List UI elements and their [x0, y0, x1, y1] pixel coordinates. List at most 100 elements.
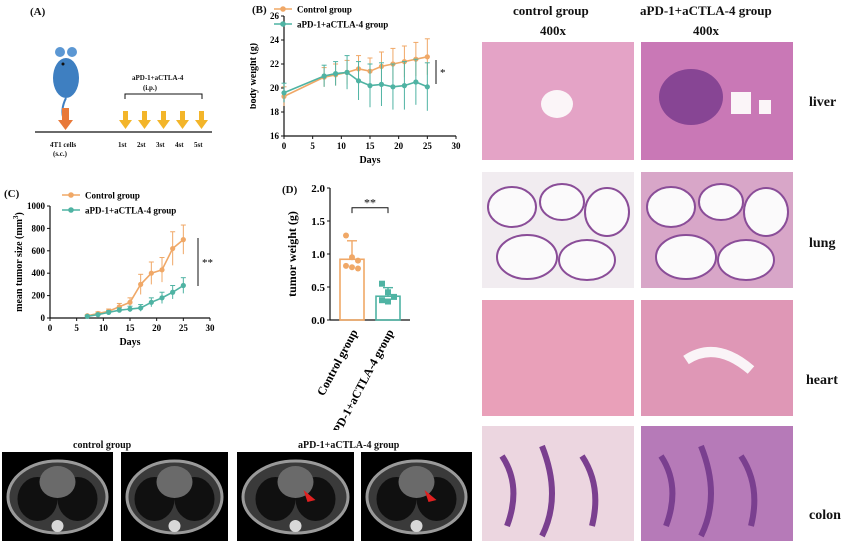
panel-b-label: (B): [252, 4, 267, 16]
histology-heart-control: [482, 300, 634, 416]
histology-liver-treat: [641, 42, 793, 160]
data-point: [106, 309, 112, 315]
cells-route-label: (s.c.): [53, 150, 67, 158]
panel-a-label: (A): [30, 6, 46, 18]
x-tick-label: 15: [366, 141, 376, 151]
lesion-arrow-icon: [303, 490, 316, 502]
histology-heart-treat: [641, 300, 793, 416]
significance-mark: *: [440, 67, 446, 79]
data-point: [367, 83, 373, 89]
x-axis-label: Days: [119, 337, 140, 348]
row-label-heart: heart: [806, 373, 838, 388]
x-tick-label: 30: [452, 141, 462, 151]
dose-4: 4st: [175, 141, 184, 149]
data-point: [281, 90, 287, 96]
significance-mark: **: [364, 195, 376, 209]
y-tick-label: 0.0: [311, 315, 325, 327]
data-point: [391, 293, 397, 300]
histology-colon-treat: [641, 426, 793, 541]
data-point: [379, 280, 385, 287]
significance-bracket: [351, 207, 389, 214]
row-label-lung: lung: [809, 236, 836, 251]
data-point: [379, 297, 385, 304]
y-tick-label: 600: [32, 246, 46, 256]
x-tick-label: 20: [152, 323, 162, 333]
data-point: [138, 281, 144, 287]
mouse-icon: [53, 47, 79, 121]
x-tick-label: 25: [423, 141, 433, 151]
x-tick-label: 15: [126, 323, 136, 333]
treatment-label: aPD-1+aCTLA-4: [132, 74, 184, 82]
y-tick-label: 800: [32, 223, 46, 233]
histology-lung-treat: [641, 172, 793, 288]
legend-label: Control group: [85, 191, 140, 201]
x-tick-label: 0: [48, 323, 53, 333]
data-point: [378, 81, 385, 87]
data-point: [349, 254, 355, 261]
y-tick-label: 1000: [27, 201, 46, 211]
ct-scan-4: [361, 452, 472, 541]
data-point: [159, 295, 165, 301]
significance-mark: **: [202, 257, 213, 269]
x-tick-label: 0: [282, 141, 287, 151]
data-point: [321, 73, 327, 79]
panel-c-label: (C): [4, 188, 20, 200]
route-label: (i.p.): [143, 84, 157, 92]
data-point: [390, 84, 396, 90]
ct-scan-3: [237, 452, 354, 541]
data-point: [344, 69, 350, 75]
data-point: [349, 264, 355, 271]
panel-d-label: (D): [282, 184, 298, 196]
x-tick-label: 30: [206, 323, 216, 333]
data-point: [127, 299, 133, 305]
data-point: [148, 270, 154, 276]
y-tick-label: 0.5: [311, 282, 325, 294]
row-label-colon: colon: [809, 508, 841, 523]
legend-label: aPD-1+aCTLA-4 group: [85, 206, 176, 216]
histo-col-title-treat: aPD-1+aCTLA-4 group: [640, 3, 772, 18]
y-tick-label: 22: [270, 59, 280, 69]
dose-3: 3st: [156, 141, 165, 149]
data-point: [180, 282, 186, 289]
x-tick-label: 20: [394, 141, 404, 151]
y-tick-label: 2.0: [311, 183, 325, 195]
x-tick-label: 10: [99, 323, 109, 333]
legend-marker: [280, 21, 286, 27]
x-axis-label: Days: [359, 155, 380, 166]
dose-5: 5st: [194, 141, 203, 149]
data-point: [343, 262, 349, 269]
data-point: [355, 78, 362, 84]
histo-mag-control: 400x: [540, 23, 566, 38]
legend-label: aPD-1+aCTLA-4 group: [297, 20, 388, 30]
data-point: [343, 232, 349, 239]
y-tick-label: 0: [41, 313, 46, 323]
y-tick-label: 400: [32, 268, 46, 278]
dose-2: 2st: [137, 141, 146, 149]
data-point: [116, 307, 122, 313]
legend-label: Control group: [297, 5, 352, 15]
y-tick-label: 1.5: [311, 216, 325, 228]
series-line-1: [87, 284, 184, 318]
data-point: [333, 71, 339, 77]
x-tick-label: 5: [310, 141, 315, 151]
y-tick-label: 26: [270, 11, 280, 21]
data-point: [95, 312, 101, 318]
data-point: [159, 267, 165, 273]
injection-arrow-orange: [58, 108, 73, 130]
data-point: [385, 289, 391, 296]
data-point: [424, 84, 430, 90]
lesion-arrow-icon: [424, 490, 437, 502]
histo-col-title-control: control group: [513, 3, 589, 18]
data-point: [138, 305, 144, 311]
dose-1: 1st: [118, 141, 127, 149]
series-line-0: [87, 238, 184, 317]
data-point: [84, 313, 90, 319]
data-point: [355, 265, 361, 272]
data-point: [127, 306, 133, 312]
histology-liver-control: [482, 42, 634, 160]
data-point: [170, 245, 176, 252]
panel-a-timeline: [35, 47, 212, 133]
category-label: aPD-1+aCTLA-4 group: [327, 327, 397, 430]
data-point: [401, 83, 407, 89]
